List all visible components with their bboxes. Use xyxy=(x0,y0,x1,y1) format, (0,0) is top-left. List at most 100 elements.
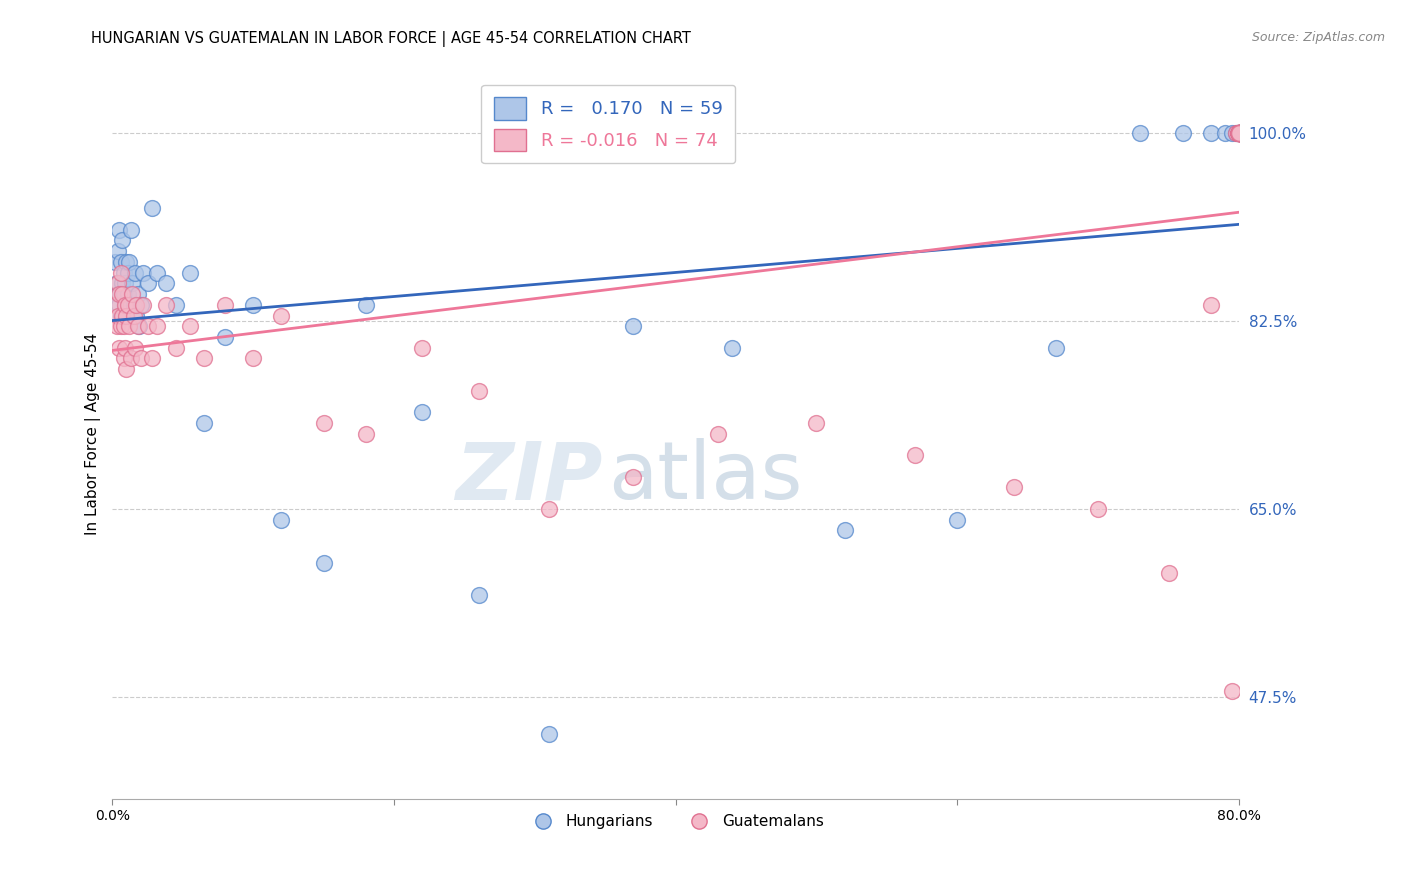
Point xyxy=(411,341,433,355)
Point xyxy=(193,351,215,366)
Point xyxy=(721,341,744,355)
Point xyxy=(118,319,141,334)
Point xyxy=(354,426,377,441)
Point xyxy=(110,255,132,269)
Point xyxy=(1227,126,1250,140)
Point xyxy=(121,277,143,291)
Point xyxy=(270,309,292,323)
Point xyxy=(1227,126,1250,140)
Point xyxy=(1227,126,1250,140)
Point xyxy=(1227,126,1250,140)
Point xyxy=(118,298,141,312)
Point xyxy=(107,309,129,323)
Point xyxy=(105,319,128,334)
Point xyxy=(124,266,146,280)
Point xyxy=(1213,126,1236,140)
Point xyxy=(904,448,927,462)
Point xyxy=(623,319,645,334)
Point xyxy=(1227,126,1250,140)
Point xyxy=(155,277,177,291)
Point xyxy=(1227,126,1250,140)
Point xyxy=(270,513,292,527)
Point xyxy=(1199,298,1222,312)
Point xyxy=(1227,126,1250,140)
Point xyxy=(114,341,136,355)
Point xyxy=(214,330,236,344)
Point xyxy=(108,287,131,301)
Point xyxy=(623,469,645,483)
Point xyxy=(1227,126,1250,140)
Point xyxy=(1227,126,1250,140)
Point xyxy=(1087,501,1109,516)
Point xyxy=(127,319,149,334)
Point xyxy=(537,727,560,741)
Point xyxy=(1045,341,1067,355)
Point xyxy=(1227,126,1250,140)
Point xyxy=(111,287,134,301)
Point xyxy=(104,255,127,269)
Point xyxy=(108,222,131,236)
Point xyxy=(120,351,142,366)
Point xyxy=(108,298,131,312)
Point xyxy=(129,298,152,312)
Point xyxy=(354,298,377,312)
Point xyxy=(111,233,134,247)
Point xyxy=(1171,126,1194,140)
Point xyxy=(104,298,127,312)
Point xyxy=(114,298,136,312)
Point xyxy=(179,319,201,334)
Point xyxy=(242,298,264,312)
Point xyxy=(125,309,148,323)
Point xyxy=(132,298,155,312)
Point xyxy=(1225,126,1247,140)
Point xyxy=(467,384,489,398)
Point xyxy=(111,309,134,323)
Point xyxy=(146,266,169,280)
Point xyxy=(312,416,335,430)
Point xyxy=(112,266,135,280)
Point xyxy=(117,298,139,312)
Point xyxy=(121,287,143,301)
Point xyxy=(1227,126,1250,140)
Point xyxy=(1227,126,1250,140)
Point xyxy=(1226,126,1249,140)
Point xyxy=(107,244,129,258)
Point xyxy=(115,309,138,323)
Point xyxy=(1227,126,1250,140)
Point xyxy=(117,266,139,280)
Point xyxy=(115,255,138,269)
Point xyxy=(1227,126,1250,140)
Point xyxy=(125,298,148,312)
Point xyxy=(834,524,856,538)
Point xyxy=(141,201,163,215)
Point xyxy=(110,319,132,334)
Point xyxy=(136,277,159,291)
Text: ZIP: ZIP xyxy=(456,439,602,516)
Point xyxy=(1227,126,1250,140)
Point xyxy=(114,277,136,291)
Point xyxy=(1225,126,1247,140)
Point xyxy=(1227,126,1250,140)
Point xyxy=(155,298,177,312)
Point xyxy=(122,309,145,323)
Point xyxy=(193,416,215,430)
Point xyxy=(411,405,433,419)
Point xyxy=(110,266,132,280)
Point xyxy=(1227,126,1250,140)
Y-axis label: In Labor Force | Age 45-54: In Labor Force | Age 45-54 xyxy=(86,333,101,535)
Point xyxy=(105,277,128,291)
Point xyxy=(1227,126,1250,140)
Point xyxy=(1227,126,1250,140)
Point xyxy=(1227,126,1250,140)
Point xyxy=(1220,684,1243,698)
Text: atlas: atlas xyxy=(607,439,803,516)
Point xyxy=(806,416,828,430)
Point xyxy=(115,309,138,323)
Point xyxy=(467,588,489,602)
Point xyxy=(1227,126,1250,140)
Point xyxy=(111,277,134,291)
Point xyxy=(132,266,155,280)
Point xyxy=(1129,126,1152,140)
Point xyxy=(112,287,135,301)
Point xyxy=(122,298,145,312)
